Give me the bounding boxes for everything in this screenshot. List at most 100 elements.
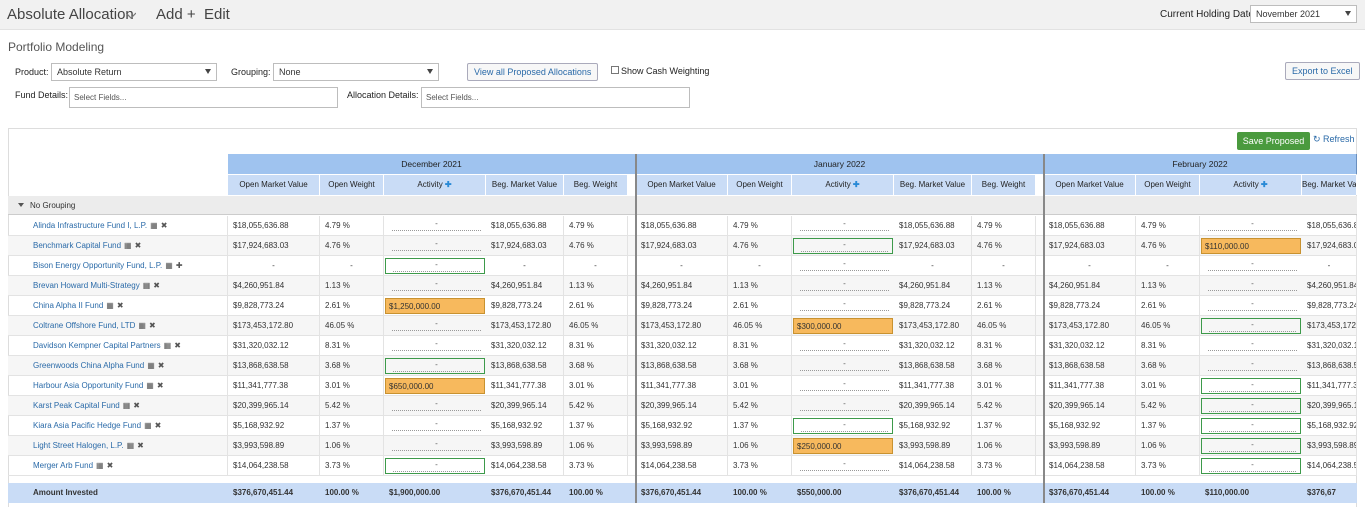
export-button[interactable]: Export to Excel [1285,62,1360,80]
fund-link[interactable]: Davidson Kempner Capital Partners [33,341,161,350]
activity-input[interactable]: - [793,378,893,394]
app-title[interactable]: Absolute Allocation [7,6,134,23]
fund-name-cell[interactable]: Bison Energy Opportunity Fund, L.P. ▦ ✚ [28,256,228,276]
calendar-icon[interactable]: ▦ [165,261,173,270]
activity-input[interactable]: - [1201,298,1301,314]
add-button[interactable]: Add + [156,6,196,23]
calendar-icon[interactable]: ▦ [106,301,114,310]
calendar-icon[interactable]: ▦ [150,221,158,230]
fund-link[interactable]: Kiara Asia Pacific Hedge Fund [33,421,142,430]
activity-input[interactable]: - [1201,258,1301,274]
calendar-icon[interactable]: ▦ [96,461,104,470]
fund-name-cell[interactable]: Light Street Halogen, L.P. ▦ ✖ [28,436,228,456]
fund-name-cell[interactable]: Benchmark Capital Fund ▦ ✖ [28,236,228,256]
calendar-icon[interactable]: ▦ [124,241,132,250]
group-row[interactable]: No Grouping [8,196,1357,215]
fund-link[interactable]: Greenwoods China Alpha Fund [33,361,145,370]
activity-input[interactable]: - [385,398,485,414]
activity-input[interactable]: - [793,418,893,434]
activity-input[interactable]: - [385,278,485,294]
activity-input[interactable]: $110,000.00 [1201,238,1301,254]
activity-input[interactable]: - [1201,358,1301,374]
activity-input[interactable]: - [1201,398,1301,414]
remove-icon[interactable]: ✖ [133,401,140,410]
activity-input[interactable]: - [385,458,485,474]
activity-input[interactable]: - [793,218,893,234]
fund-name-cell[interactable]: Coltrane Offshore Fund, LTD ▦ ✖ [28,316,228,336]
activity-input[interactable]: - [1201,458,1301,474]
chevron-down-icon[interactable] [126,11,136,21]
remove-icon[interactable]: ✖ [153,281,160,290]
activity-input[interactable]: - [793,238,893,254]
activity-input[interactable]: - [385,358,485,374]
calendar-icon[interactable]: ▦ [144,421,152,430]
activity-input[interactable]: - [1201,338,1301,354]
activity-input[interactable]: - [385,218,485,234]
activity-input[interactable]: - [793,398,893,414]
calendar-icon[interactable]: ▦ [122,401,131,410]
edit-button[interactable]: Edit [204,6,230,23]
remove-icon[interactable]: ✖ [154,421,162,430]
activity-input[interactable]: - [793,278,893,294]
fund-link[interactable]: Alinda Infrastructure Fund I, L.P. [33,221,148,230]
fund-link[interactable]: Light Street Halogen, L.P. [33,441,124,450]
activity-input[interactable]: - [385,418,485,434]
refresh-button[interactable]: ↻ Refresh [1313,134,1355,145]
calendar-icon[interactable]: ▦ [126,441,135,450]
allocation-details-input[interactable]: Select Fields... [421,87,690,108]
fund-link[interactable]: Bison Energy Opportunity Fund, L.P. [33,261,163,270]
fund-name-cell[interactable]: Kiara Asia Pacific Hedge Fund ▦ ✖ [28,416,228,436]
add-activity-icon[interactable]: ✚ [442,180,452,189]
activity-input[interactable]: - [1201,378,1301,394]
fund-link[interactable]: Benchmark Capital Fund [33,241,122,250]
fund-name-cell[interactable]: Davidson Kempner Capital Partners ▦ ✖ [28,336,228,356]
remove-icon[interactable]: ✖ [156,381,164,390]
fund-link[interactable]: Karst Peak Capital Fund [33,401,120,410]
fund-link[interactable]: China Alpha II Fund [33,301,104,310]
holding-date-select[interactable]: November 2021 [1250,5,1357,23]
activity-input[interactable]: - [1201,418,1301,434]
collapse-icon[interactable] [18,203,24,208]
activity-input[interactable]: - [385,238,485,254]
activity-input[interactable]: - [385,338,485,354]
remove-icon[interactable]: ✖ [160,221,168,230]
activity-input[interactable]: $300,000.00 [793,318,893,334]
fund-name-cell[interactable]: Merger Arb Fund ▦ ✖ [28,456,228,476]
calendar-icon[interactable]: ▦ [138,321,146,330]
fund-name-cell[interactable]: Karst Peak Capital Fund ▦ ✖ [28,396,228,416]
activity-input[interactable]: $650,000.00 [385,378,485,394]
activity-input[interactable]: - [1201,218,1301,234]
add-activity-icon[interactable]: ✚ [1258,180,1268,189]
activity-input[interactable]: - [793,458,893,474]
add-activity-icon[interactable]: ✚ [850,180,860,189]
remove-icon[interactable]: ✖ [134,241,142,250]
remove-icon[interactable]: ✖ [137,441,144,450]
cash-weighting-checkbox[interactable] [611,66,619,74]
remove-icon[interactable]: ✖ [116,301,124,310]
activity-input[interactable]: - [385,438,485,454]
add-icon[interactable]: ✚ [175,261,183,270]
calendar-icon[interactable]: ▦ [147,361,155,370]
view-all-proposed-button[interactable]: View all Proposed Allocations [467,63,599,81]
remove-icon[interactable]: ✖ [157,361,165,370]
activity-input[interactable]: - [385,318,485,334]
fund-details-input[interactable]: Select Fields... [69,87,338,108]
grouping-select[interactable]: None [273,63,439,81]
activity-input[interactable]: - [793,258,893,274]
activity-input[interactable]: $250,000.00 [793,438,893,454]
fund-link[interactable]: Merger Arb Fund [33,461,94,470]
product-select[interactable]: Absolute Return [51,63,217,81]
activity-input[interactable]: - [793,338,893,354]
remove-icon[interactable]: ✖ [106,461,114,470]
activity-input[interactable]: - [1201,438,1301,454]
fund-name-cell[interactable]: Harbour Asia Opportunity Fund ▦ ✖ [28,376,228,396]
fund-link[interactable]: Brevan Howard Multi-Strategy [33,281,140,290]
activity-input[interactable]: - [1201,278,1301,294]
calendar-icon[interactable]: ▦ [146,381,154,390]
fund-link[interactable]: Harbour Asia Opportunity Fund [33,381,144,390]
fund-link[interactable]: Coltrane Offshore Fund, LTD [33,321,136,330]
fund-name-cell[interactable]: Alinda Infrastructure Fund I, L.P. ▦ ✖ [28,216,228,236]
activity-input[interactable]: $1,250,000.00 [385,298,485,314]
remove-icon[interactable]: ✖ [148,321,156,330]
fund-name-cell[interactable]: China Alpha II Fund ▦ ✖ [28,296,228,316]
